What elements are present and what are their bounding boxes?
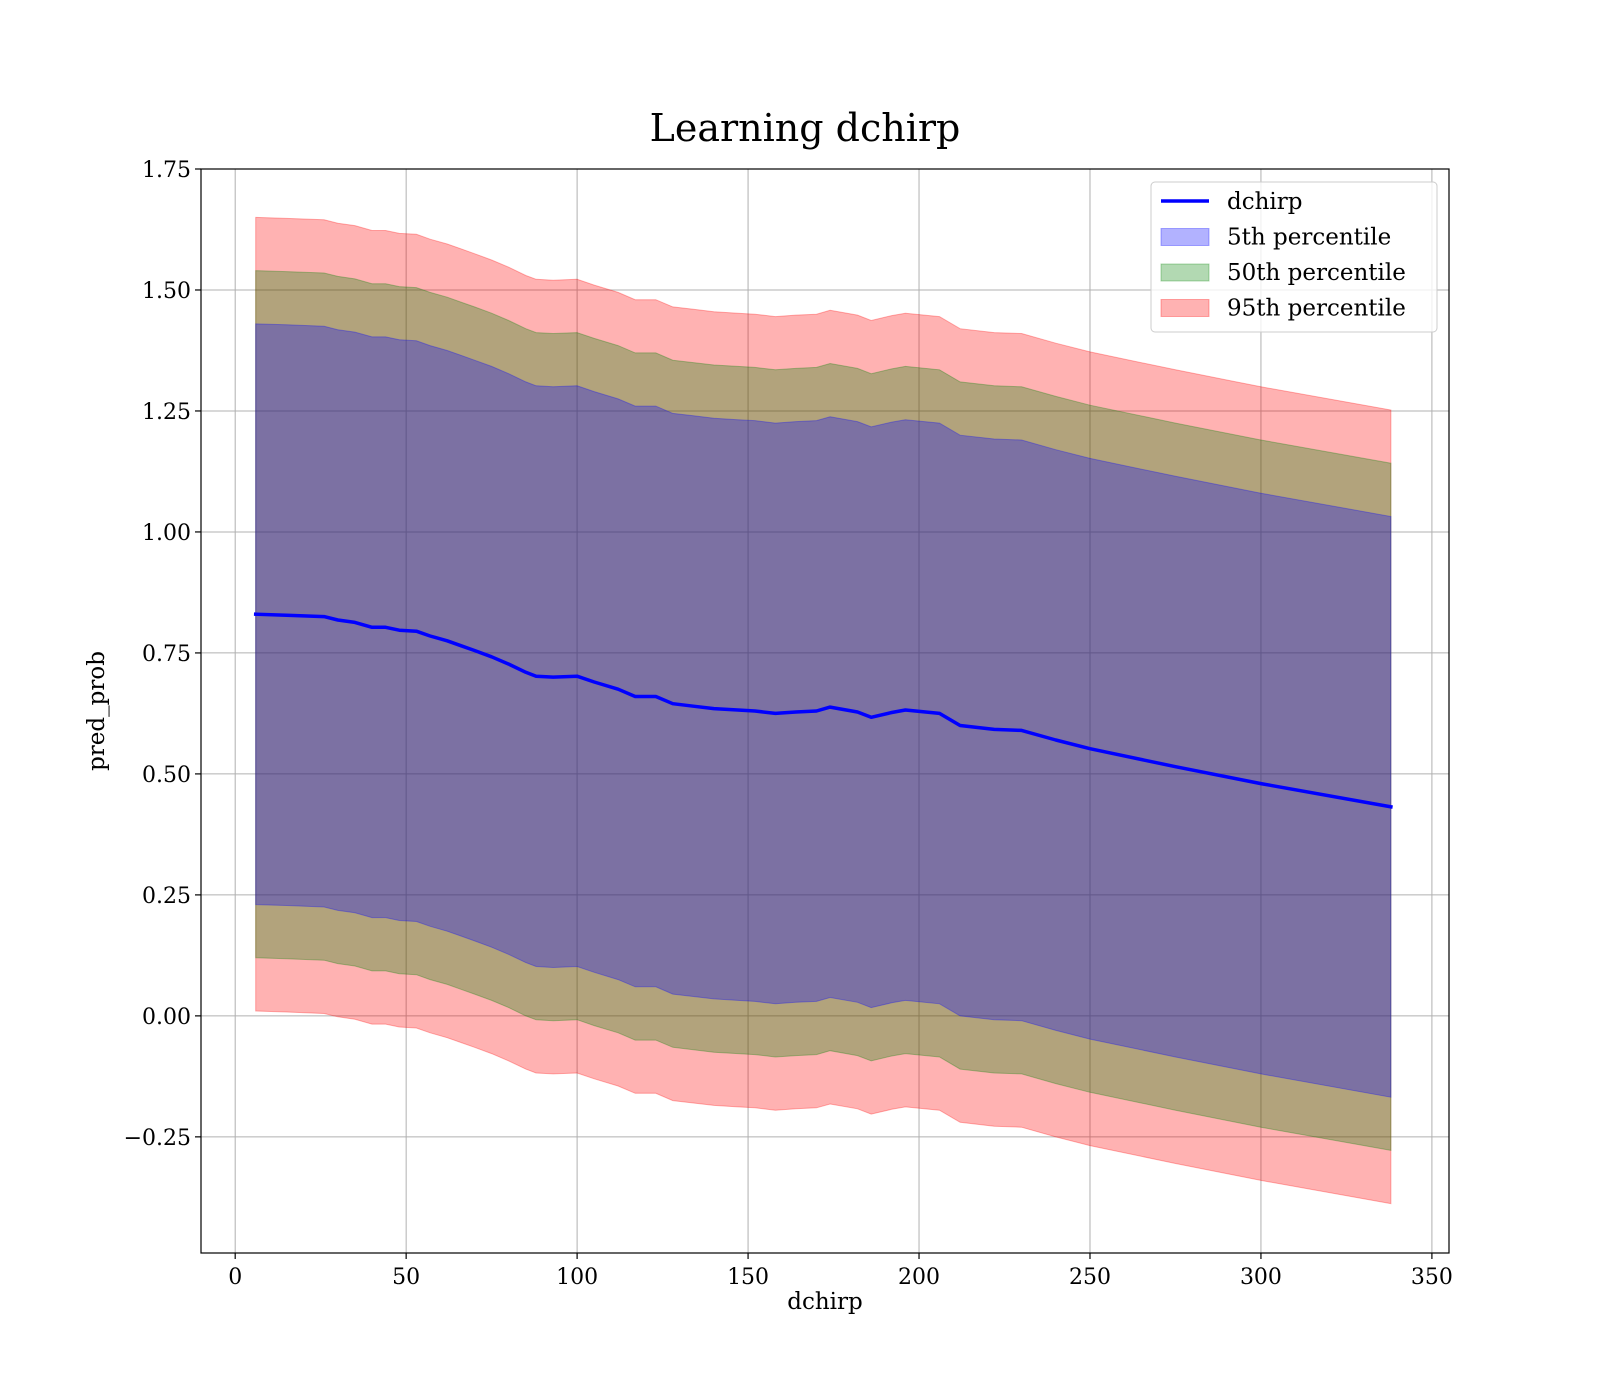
legend: dchirp 5th percentile 50th percentile 95th …: [1150, 181, 1438, 333]
legend-label: 95th percentile: [1227, 296, 1406, 322]
plot-frame: [200, 168, 1450, 1254]
x-tick-label: 50: [392, 1265, 420, 1290]
x-tick-label: 200: [898, 1265, 940, 1290]
x-tick-label: 350: [1411, 1265, 1453, 1290]
series-line-dchirp: [253, 612, 1393, 809]
y-tick-label: 0.75: [142, 642, 191, 667]
x-axis-ticks: 0 50 100 150 200 250 300 350: [228, 1253, 1453, 1290]
x-axis-label: dchirp: [787, 1289, 863, 1315]
x-tick-label: 150: [727, 1265, 769, 1290]
legend-swatch-patch: [1160, 228, 1210, 246]
y-tick-label: 1.25: [142, 400, 191, 425]
legend-label: 50th percentile: [1227, 260, 1406, 286]
legend-swatch-patch: [1160, 299, 1210, 317]
y-tick-label: 1.00: [142, 521, 191, 546]
y-axis-ticks: −0.25 0.00 0.25 0.50 0.75 1.00 1.25 1.50 1.75: [124, 158, 201, 1151]
x-tick-label: 0: [228, 1265, 242, 1290]
chart-title: Learning dchirp: [650, 106, 961, 150]
x-tick-label: 250: [1069, 1265, 1111, 1290]
y-tick-label: 0.50: [142, 763, 191, 788]
y-tick-label: 0.00: [142, 1005, 191, 1030]
y-tick-label: 0.25: [142, 884, 191, 909]
legend-label: dchirp: [1227, 189, 1303, 215]
y-tick-label: 1.75: [142, 158, 191, 183]
legend-box: [1150, 181, 1438, 333]
y-tick-label: −0.25: [124, 1126, 191, 1151]
x-tick-label: 300: [1240, 1265, 1282, 1290]
legend-label: 5th percentile: [1227, 225, 1391, 251]
percentile-bands: [255, 216, 1392, 1205]
legend-swatch-patch: [1160, 263, 1210, 282]
y-axis-label: pred_prob: [84, 651, 110, 771]
x-tick-label: 100: [556, 1265, 598, 1290]
series-lines: [253, 612, 1393, 809]
y-tick-label: 1.50: [142, 279, 191, 304]
